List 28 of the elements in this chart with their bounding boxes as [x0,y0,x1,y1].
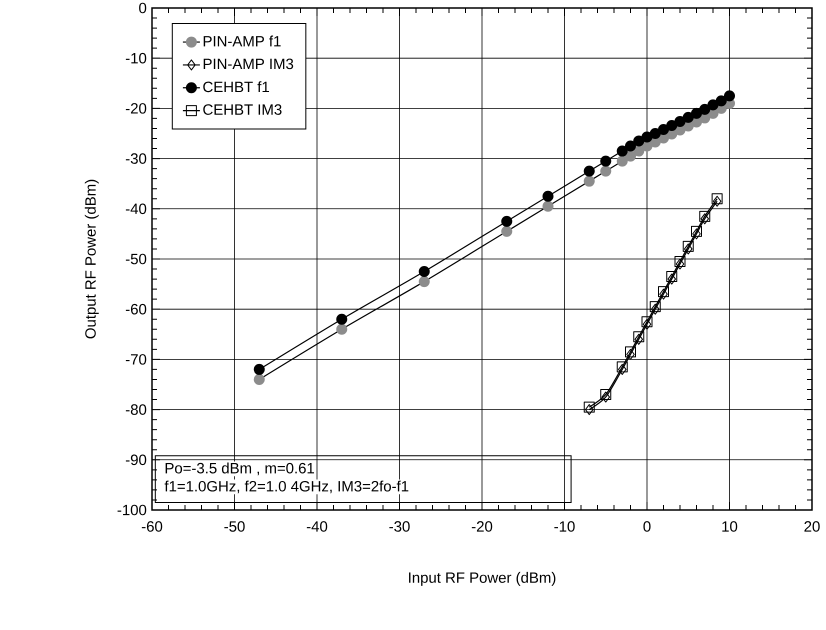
x-axis-title: Input RF Power (dBm) [409,572,556,586]
x-tick-label: -10 [554,521,575,532]
legend-label: PIN-AMP IM3 [204,58,294,70]
x-tick-label: -50 [224,521,245,532]
y-axis-title: Output RF Power (dBm) [84,180,99,338]
y-tick-label: -20 [126,103,146,114]
y-tick-label: -30 [126,153,146,164]
x-tick-label: -40 [306,521,328,532]
x-tick-label: -20 [472,521,492,532]
y-tick-label: -10 [126,52,146,64]
x-tick-label: 20 [804,521,820,532]
x-tick-label: 10 [722,521,738,532]
legend-label: CEHBT f1 [203,81,270,92]
legend-label: PIN-AMP f1 [204,36,281,46]
legend-label: CEHBT IM3 [203,104,282,115]
y-tick-label: -100 [118,504,146,516]
y-tick-label: 0 [139,2,146,14]
y-tick-label: -60 [126,304,146,314]
y-tick-label: -70 [126,354,146,365]
y-tick-label: -50 [126,254,146,264]
y-tick-label: -80 [126,404,146,415]
y-tick-label: -40 [126,203,146,214]
y-tick-label: -90 [126,454,146,466]
annotation: f1=1.0GHz, f2=1.0 4GHz, IM3=2fo-f1 [164,480,408,494]
x-tick-label: -60 [142,521,162,532]
x-tick-label: -30 [389,521,410,532]
annotation: Po=-3.5 dBm , m=0.61 [166,462,314,476]
x-tick-label: 0 [643,521,651,532]
